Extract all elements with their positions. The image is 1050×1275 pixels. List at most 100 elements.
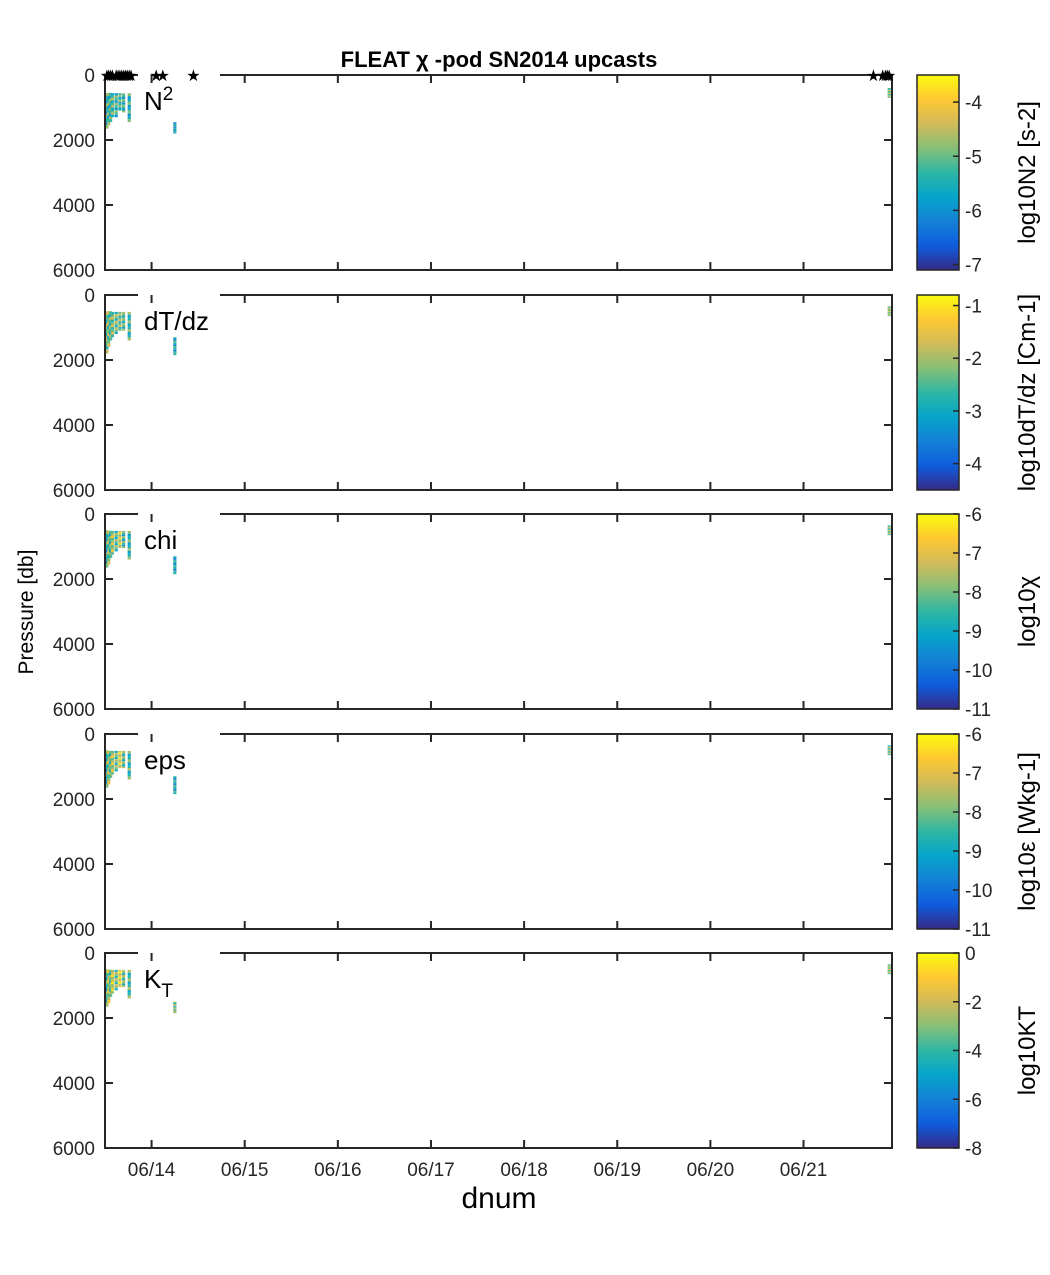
data-cell-N2-2-8 xyxy=(108,116,113,120)
data-cell-N2-8-4 xyxy=(173,126,177,128)
colorbar-label-chi: log10χ xyxy=(1014,575,1041,647)
data-cell-dTdz-9-3 xyxy=(887,309,891,311)
data-cell-eps-4-6 xyxy=(114,763,118,766)
data-cell-KT-6-3 xyxy=(122,975,126,977)
cast-marker-5: ★ xyxy=(111,66,125,85)
data-cell-N2-7-3 xyxy=(127,101,131,105)
data-cell-dTdz-5-1 xyxy=(118,313,122,316)
data-cell-dTdz-2-9 xyxy=(108,337,113,341)
data-cell-chi-7-5 xyxy=(127,545,131,549)
data-cell-eps-8-5 xyxy=(173,785,177,787)
chart-title: FLEAT χ -pod SN2014 upcasts xyxy=(341,47,658,72)
x-tick-label-1: 06/15 xyxy=(221,1160,269,1181)
data-cell-KT-2-1 xyxy=(108,972,113,976)
data-cell-N2-2-1 xyxy=(108,95,113,99)
data-cell-chi-8-2 xyxy=(173,559,177,562)
data-cell-chi-6-5 xyxy=(122,539,126,542)
data-cell-dTdz-5-5 xyxy=(118,321,122,324)
data-cell-N2-9-0 xyxy=(887,88,891,89)
cast-marker-11: ★ xyxy=(122,66,136,85)
data-cell-N2-4-5 xyxy=(114,105,118,108)
data-cell-KT-6-1 xyxy=(122,971,126,974)
y-tick-label-dTdz-3: 6000 xyxy=(53,481,95,502)
data-cell-dTdz-8-3 xyxy=(173,342,177,345)
data-cell-dTdz-2-6 xyxy=(108,328,113,332)
data-cell-N2-7-2 xyxy=(127,98,131,102)
data-cell-N2-0-3 xyxy=(105,103,109,108)
colorbar-tick-label-dTdz-3: -4 xyxy=(965,455,982,476)
data-cell-chi-5-6 xyxy=(118,541,122,543)
data-cell-N2-3-3 xyxy=(110,100,115,103)
data-cell-eps-2-5 xyxy=(108,764,113,768)
data-cell-dTdz-1-0 xyxy=(107,311,111,315)
data-cell-KT-5-2 xyxy=(118,973,122,976)
data-cell-dTdz-2-3 xyxy=(108,320,113,323)
data-cell-chi-4-5 xyxy=(114,541,118,544)
y-tick-label-N2-2: 4000 xyxy=(53,196,95,217)
data-cell-KT-8-8 xyxy=(173,1010,177,1012)
data-cell-chi-5-3 xyxy=(118,536,122,538)
data-cell-N2-5-1 xyxy=(118,94,122,97)
data-cell-chi-4-2 xyxy=(114,534,118,538)
data-cell-KT-5-1 xyxy=(118,971,122,974)
cast-marker-6: ★ xyxy=(113,66,127,85)
data-cell-eps-4-2 xyxy=(114,754,118,758)
data-cell-KT-4-9 xyxy=(114,988,118,991)
panel-label-eps: eps xyxy=(144,745,186,775)
data-cell-eps-6-6 xyxy=(122,761,126,763)
y-tick-label-N2-1: 2000 xyxy=(53,131,95,152)
data-cell-eps-7-2 xyxy=(127,756,131,760)
colorbar-tick-label-eps-2: -8 xyxy=(965,803,982,824)
data-cell-dTdz-7-0 xyxy=(127,311,131,315)
data-cell-N2-8-0 xyxy=(173,122,177,124)
data-cell-dTdz-9-2 xyxy=(887,308,891,310)
data-cell-eps-5-5 xyxy=(118,759,122,762)
data-cell-KT-9-3 xyxy=(887,967,891,969)
data-cell-dTdz-0-3 xyxy=(105,323,109,329)
y-tick-label-eps-0: 0 xyxy=(84,725,95,746)
data-cell-KT-5-4 xyxy=(118,976,122,979)
data-cell-chi-1-2 xyxy=(107,537,111,541)
data-cell-KT-9-6 xyxy=(887,970,891,972)
y-tick-label-chi-2: 4000 xyxy=(53,635,95,656)
data-cell-chi-4-0 xyxy=(114,530,118,533)
data-cell-KT-8-0 xyxy=(173,1001,177,1003)
data-cell-dTdz-7-1 xyxy=(127,314,131,318)
y-tick-label-dTdz-0: 0 xyxy=(84,286,95,307)
data-cell-eps-0-1 xyxy=(105,753,109,758)
data-cell-KT-1-1 xyxy=(107,973,111,977)
data-cell-KT-7-6 xyxy=(127,987,131,990)
y-tick-label-KT-1: 2000 xyxy=(53,1009,95,1030)
data-cell-chi-3-1 xyxy=(110,533,115,536)
plot-area-chi xyxy=(105,514,892,709)
data-cell-N2-9-4 xyxy=(887,91,891,93)
data-cell-KT-8-2 xyxy=(173,1004,177,1006)
data-cell-KT-9-4 xyxy=(887,968,891,970)
colorbar-tick-label-eps-1: -7 xyxy=(965,764,982,785)
data-cell-dTdz-2-2 xyxy=(108,317,113,321)
data-cell-eps-1-5 xyxy=(107,767,111,771)
data-cell-dTdz-1-5 xyxy=(107,329,111,333)
data-cell-N2-6-7 xyxy=(122,106,126,109)
cast-marker-0: ★ xyxy=(100,66,114,85)
data-cell-chi-7-6 xyxy=(127,548,131,551)
axes-box-dTdz xyxy=(104,294,893,491)
data-cell-chi-3-7 xyxy=(110,547,115,550)
data-cell-chi-2-3 xyxy=(108,538,113,542)
data-cell-chi-1-0 xyxy=(107,530,111,535)
data-cell-KT-1-0 xyxy=(107,969,111,974)
data-cell-chi-3-4 xyxy=(110,540,115,543)
data-cell-chi-2-9 xyxy=(108,555,113,558)
data-cell-dTdz-6-3 xyxy=(122,317,126,320)
data-cell-eps-1-2 xyxy=(107,757,111,761)
data-cell-chi-2-5 xyxy=(108,544,113,548)
data-cell-dTdz-8-1 xyxy=(173,339,177,341)
data-cell-eps-7-0 xyxy=(127,750,131,754)
data-cell-chi-6-8 xyxy=(122,544,126,547)
data-cell-dTdz-4-3 xyxy=(114,318,118,321)
data-cell-KT-5-9 xyxy=(118,985,122,988)
data-cell-dTdz-5-2 xyxy=(118,315,122,318)
data-cell-dTdz-6-7 xyxy=(122,325,126,327)
y-tick-label-KT-3: 6000 xyxy=(53,1139,95,1160)
